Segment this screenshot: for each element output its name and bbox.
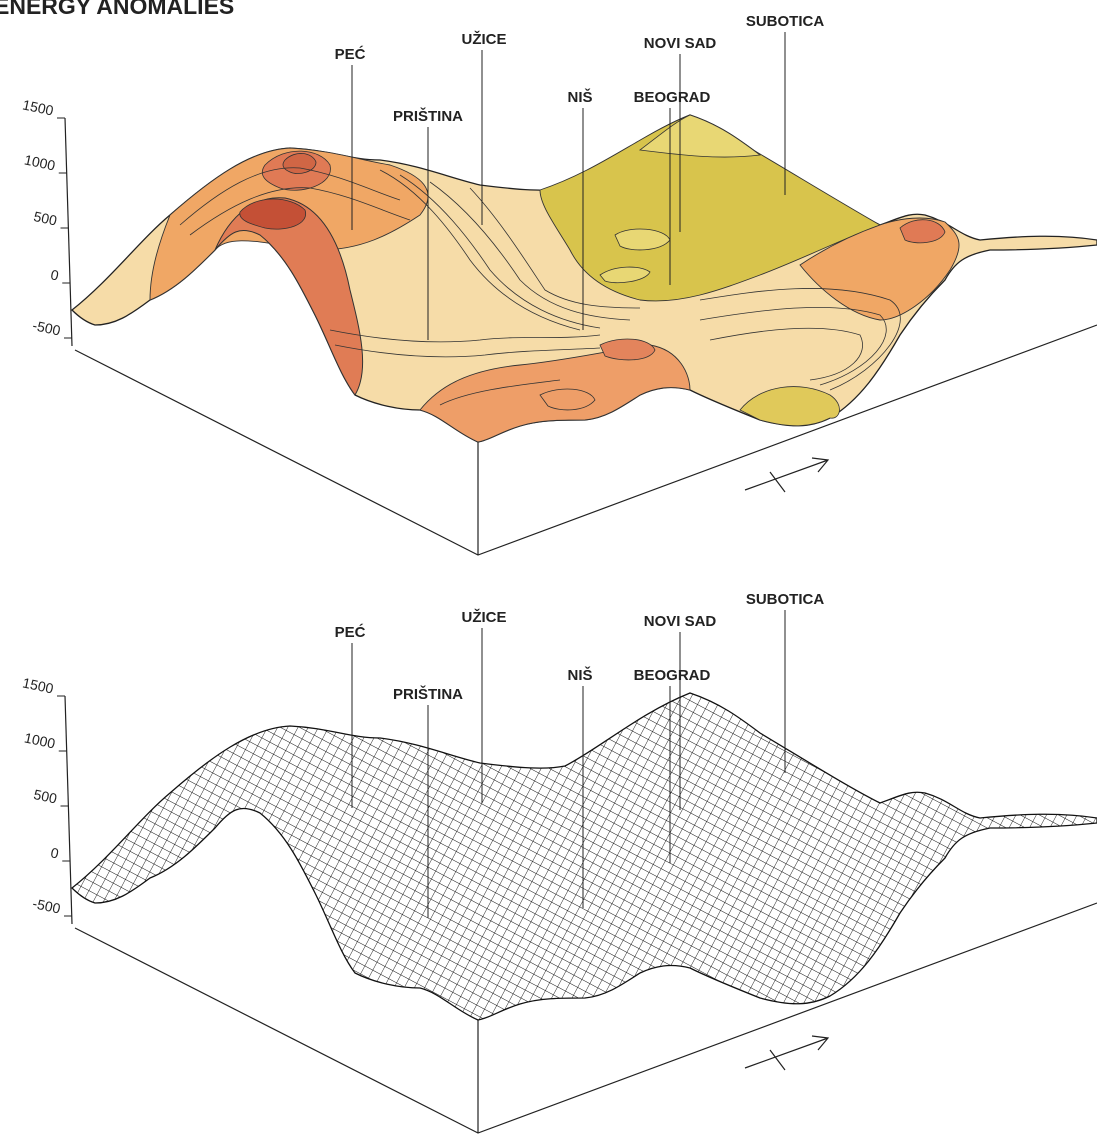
tick-label: 1000	[23, 151, 57, 173]
city-label: UŽICE	[462, 30, 507, 48]
tick-label: 1500	[21, 674, 55, 696]
city-label: SUBOTICA	[746, 591, 825, 608]
city-label: SUBOTICA	[746, 13, 825, 30]
tick-label: 500	[32, 208, 58, 229]
city-label: PRIŠTINA	[393, 685, 463, 703]
direction-arrow	[745, 1036, 828, 1070]
tick-label: 500	[32, 786, 58, 807]
tick-label: 1000	[23, 729, 57, 751]
direction-arrow	[745, 458, 828, 492]
city-label: NIŠ	[567, 88, 592, 106]
city-label: PEĆ	[335, 623, 366, 641]
tick-label: 1500	[21, 96, 55, 118]
figure: ENERGY ANOMALIES	[0, 0, 1097, 1136]
axis-line	[65, 118, 72, 346]
axis-line	[65, 696, 72, 924]
panel-body	[72, 693, 1097, 1133]
region-peak	[600, 339, 655, 360]
city-label: NOVI SAD	[644, 613, 717, 630]
wireframe-surface	[72, 693, 1097, 1020]
city-label: PEĆ	[335, 45, 366, 63]
region	[640, 115, 760, 157]
panel-contour: -500 0 500 1000 1500 PEĆ UŽICE PRIŠTINA NIŠ BEOGR…	[21, 13, 1097, 555]
tick-label: -500	[31, 895, 62, 917]
tick-label: 0	[49, 844, 60, 861]
panel-wireframe: -500 0 500 1000 1500 PEĆ UŽICE PRIŠTINA NIŠ BEOGR…	[21, 591, 1097, 1133]
tick-label: 0	[49, 266, 60, 283]
title: ENERGY ANOMALIES	[0, 0, 234, 19]
city-label: NIŠ	[567, 666, 592, 684]
city-label: NOVI SAD	[644, 35, 717, 52]
city-label: BEOGRAD	[634, 89, 711, 106]
tick-label: -500	[31, 317, 62, 339]
city-label: UŽICE	[462, 608, 507, 626]
city-label: PRIŠTINA	[393, 107, 463, 125]
city-label: BEOGRAD	[634, 667, 711, 684]
region-peak	[900, 220, 945, 243]
